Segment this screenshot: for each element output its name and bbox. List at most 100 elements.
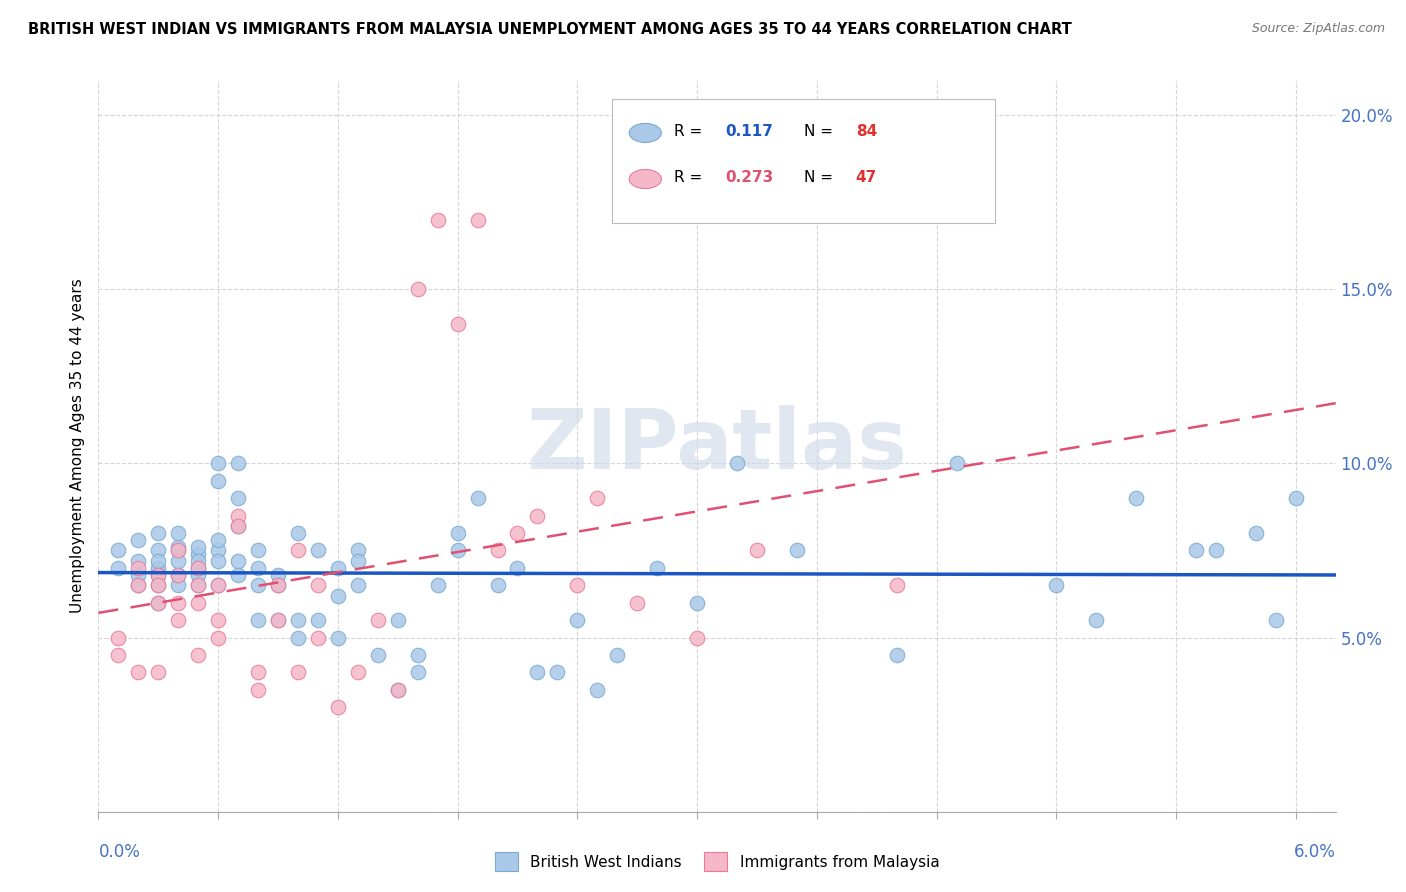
Legend: British West Indians, Immigrants from Malaysia: British West Indians, Immigrants from Ma…	[489, 847, 945, 877]
Point	[606, 648, 628, 662]
Point	[127, 665, 149, 680]
Point	[187, 561, 209, 575]
Point	[1244, 526, 1267, 541]
Point	[187, 578, 209, 592]
Point	[226, 457, 249, 471]
Point	[247, 682, 270, 697]
Point	[267, 567, 290, 582]
Point	[486, 578, 509, 592]
Point	[1264, 613, 1286, 627]
Point	[586, 491, 609, 506]
Point	[626, 596, 648, 610]
Point	[207, 543, 229, 558]
Point	[148, 543, 170, 558]
Point	[167, 526, 190, 541]
Text: 0.273: 0.273	[725, 170, 773, 185]
Point	[167, 567, 190, 582]
Point	[247, 613, 270, 627]
Point	[107, 561, 129, 575]
Point	[945, 457, 967, 471]
Point	[307, 613, 329, 627]
Point	[267, 578, 290, 592]
Point	[287, 526, 309, 541]
Point	[1185, 543, 1208, 558]
Point	[686, 631, 709, 645]
Point	[267, 613, 290, 627]
Point	[267, 578, 290, 592]
Point	[347, 543, 370, 558]
Point	[567, 578, 589, 592]
Point	[226, 491, 249, 506]
Point	[148, 526, 170, 541]
Point	[167, 543, 190, 558]
Point	[167, 567, 190, 582]
FancyBboxPatch shape	[612, 99, 995, 223]
Point	[1045, 578, 1067, 592]
Point	[226, 567, 249, 582]
Point	[148, 665, 170, 680]
Point	[567, 613, 589, 627]
Point	[287, 543, 309, 558]
Point	[187, 554, 209, 568]
Point	[187, 561, 209, 575]
Point	[127, 578, 149, 592]
Point	[1285, 491, 1308, 506]
Point	[226, 519, 249, 533]
Point	[167, 596, 190, 610]
Point	[148, 561, 170, 575]
Point	[387, 613, 409, 627]
Point	[467, 212, 489, 227]
Point	[167, 543, 190, 558]
Point	[207, 578, 229, 592]
Point	[148, 567, 170, 582]
Point	[167, 540, 190, 554]
Point	[226, 508, 249, 523]
Text: 0.117: 0.117	[725, 124, 773, 139]
Point	[148, 596, 170, 610]
Text: R =: R =	[673, 170, 707, 185]
Text: R =: R =	[673, 124, 707, 139]
Point	[387, 682, 409, 697]
Text: 0.0%: 0.0%	[98, 843, 141, 861]
Point	[406, 665, 429, 680]
Circle shape	[630, 169, 661, 188]
Point	[187, 540, 209, 554]
Point	[207, 578, 229, 592]
Point	[347, 665, 370, 680]
Text: 84: 84	[856, 124, 877, 139]
Point	[645, 561, 668, 575]
Point	[226, 519, 249, 533]
Text: 6.0%: 6.0%	[1294, 843, 1336, 861]
Point	[148, 578, 170, 592]
Point	[287, 613, 309, 627]
Point	[247, 561, 270, 575]
Point	[127, 578, 149, 592]
Point	[107, 648, 129, 662]
Point	[247, 665, 270, 680]
Point	[1085, 613, 1108, 627]
Point	[207, 554, 229, 568]
Point	[148, 567, 170, 582]
Point	[686, 596, 709, 610]
Point	[506, 561, 529, 575]
Point	[745, 543, 768, 558]
Point	[886, 648, 908, 662]
Point	[148, 578, 170, 592]
Point	[107, 631, 129, 645]
Point	[127, 554, 149, 568]
Circle shape	[630, 123, 661, 143]
Point	[187, 596, 209, 610]
Point	[326, 561, 349, 575]
Point	[148, 596, 170, 610]
Point	[1125, 491, 1147, 506]
Point	[347, 554, 370, 568]
Point	[725, 457, 748, 471]
Point	[107, 543, 129, 558]
Point	[586, 682, 609, 697]
Text: BRITISH WEST INDIAN VS IMMIGRANTS FROM MALAYSIA UNEMPLOYMENT AMONG AGES 35 TO 44: BRITISH WEST INDIAN VS IMMIGRANTS FROM M…	[28, 22, 1071, 37]
Point	[446, 317, 468, 331]
Point	[326, 631, 349, 645]
Point	[187, 578, 209, 592]
Point	[506, 526, 529, 541]
Point	[187, 648, 209, 662]
